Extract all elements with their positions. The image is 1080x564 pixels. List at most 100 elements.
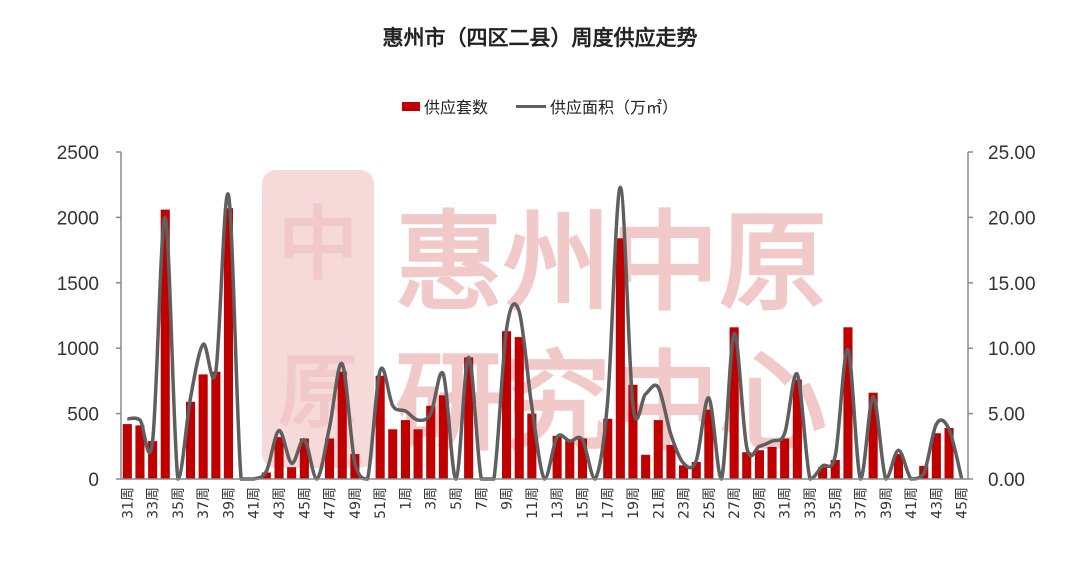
x-tick-label: 37周 [854, 487, 870, 519]
axes: 0 500 1000 1500 2000 2500 0.00 5.00 10.00 15.00 20… [57, 143, 1036, 519]
bar [767, 447, 777, 479]
x-tick-label: 41周 [247, 487, 263, 519]
bar [198, 374, 208, 479]
x-tick-label: 7周 [474, 487, 490, 510]
bar [388, 429, 398, 479]
bar [818, 467, 828, 479]
line-swatch-icon [516, 104, 546, 108]
y-right-tick-label: 15.00 [988, 274, 1036, 295]
x-tick-label: 21周 [651, 487, 667, 519]
x-tick-label: 23周 [677, 487, 693, 519]
x-tick-label: 43周 [272, 487, 288, 519]
bar [666, 445, 676, 479]
bar [615, 238, 625, 479]
legend-line-label: 供应面积（万㎡） [550, 98, 679, 117]
x-tick-label: 39周 [879, 487, 895, 519]
y-left-tick-label: 2500 [57, 143, 99, 164]
bar [122, 424, 132, 479]
bar [514, 337, 524, 479]
x-tick-label: 33周 [803, 487, 819, 519]
bar [274, 437, 284, 479]
x-tick-label: 19周 [626, 487, 642, 519]
x-tick-label: 39周 [222, 487, 238, 519]
y-left-tick-label: 500 [67, 405, 99, 426]
y-right-tick-label: 20.00 [988, 208, 1036, 229]
bar [400, 420, 410, 479]
bar [148, 441, 158, 479]
x-tick-label: 31周 [778, 487, 794, 519]
bar [337, 371, 347, 479]
x-tick-label: 31周 [120, 487, 136, 519]
bar [502, 331, 512, 479]
y-right-tick-label: 5.00 [988, 405, 1025, 426]
bar [287, 467, 297, 479]
bar [577, 438, 587, 479]
bar [830, 460, 840, 479]
bar [375, 375, 385, 479]
x-tick-label: 1周 [398, 487, 414, 510]
bar [944, 428, 954, 479]
x-tick-label: 51周 [373, 487, 389, 519]
bar [527, 413, 537, 479]
x-tick-label: 47周 [323, 487, 339, 519]
x-tick-label: 15周 [575, 487, 591, 519]
bar [299, 438, 309, 479]
bar [641, 454, 651, 479]
x-tick-label: 29周 [752, 487, 768, 519]
y-right-tick-label: 25.00 [988, 143, 1036, 164]
y-right-tick-label: 10.00 [988, 339, 1036, 360]
bar [742, 452, 752, 479]
bar [552, 435, 562, 479]
bar [729, 327, 739, 479]
y-left-tick-label: 1000 [57, 339, 99, 360]
x-tick-label: 45周 [297, 487, 313, 519]
bar [211, 371, 221, 479]
legend-bar-label: 供应套数 [423, 98, 488, 117]
x-tick-label: 27周 [727, 487, 743, 519]
seal-top-glyph: 中 [278, 198, 358, 291]
bar [413, 429, 423, 479]
x-tick-label: 41周 [904, 487, 920, 519]
x-tick-label: 3周 [424, 487, 440, 510]
x-tick-label: 33周 [146, 487, 162, 519]
bar-swatch-icon [401, 101, 420, 111]
x-tick-label: 35周 [171, 487, 187, 519]
bar [603, 418, 613, 479]
x-tick-label: 5周 [449, 487, 465, 510]
legend: 供应套数 供应面积（万㎡） [0, 94, 1080, 118]
x-tick-label: 17周 [601, 487, 617, 519]
x-tick-label: 35周 [828, 487, 844, 519]
bar [438, 395, 448, 479]
bar [628, 384, 638, 479]
bar [843, 327, 853, 479]
bar [931, 433, 941, 479]
x-tick-label: 13周 [550, 487, 566, 519]
y-left-tick-label: 1500 [57, 274, 99, 295]
x-tick-label: 49周 [348, 487, 364, 519]
bar [160, 209, 170, 479]
y-right-tick-label: 0.00 [988, 470, 1025, 491]
bar [223, 208, 233, 479]
x-tick-label: 9周 [500, 487, 516, 510]
y-left-tick-label: 2000 [57, 208, 99, 229]
x-tick-label: 37周 [196, 487, 212, 519]
bar [754, 450, 764, 479]
x-tick-label: 43周 [929, 487, 945, 519]
legend-item-line: 供应面积（万㎡） [516, 94, 678, 118]
bar-series [122, 208, 954, 479]
bar [792, 379, 802, 479]
x-tick-label: 25周 [702, 487, 718, 519]
y-left-tick-label: 0 [88, 470, 99, 491]
bar [186, 401, 196, 479]
bar [325, 438, 335, 479]
chart-title: 惠州市（四区二县）周度供应走势 [382, 26, 698, 50]
bar [464, 357, 474, 479]
bar [261, 472, 271, 479]
bar [691, 462, 701, 479]
bar [653, 420, 663, 479]
bar [135, 425, 145, 479]
bar [780, 438, 790, 479]
bar [893, 454, 903, 479]
x-tick-label: 45周 [955, 487, 971, 519]
